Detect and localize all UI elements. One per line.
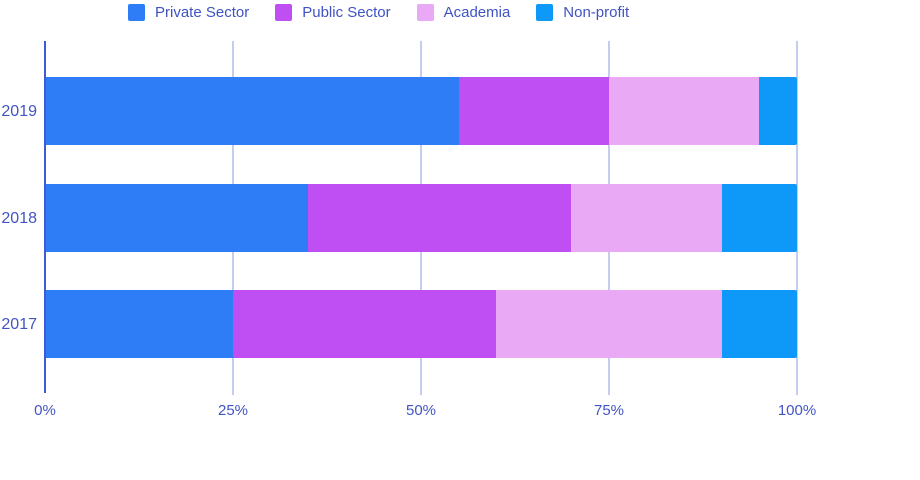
- legend-label: Public Sector: [302, 4, 391, 21]
- bar-segment-non-profit-2018[interactable]: [721, 184, 797, 252]
- legend-label: Academia: [443, 4, 511, 21]
- legend-item-academia: Academia: [416, 4, 511, 21]
- legend-swatch-icon: [275, 4, 293, 21]
- bar-segment-academia-2018[interactable]: [571, 184, 722, 252]
- y-axis-category-label: 2018: [1, 210, 37, 227]
- x-axis-tick-label: 100%: [777, 402, 817, 419]
- x-axis-tick-label: 25%: [217, 402, 249, 419]
- bar-segment-academia-2017[interactable]: [496, 290, 722, 358]
- x-axis-tick-label: 75%: [593, 402, 625, 419]
- chart-legend: Private Sector Public Sector Academia Non-p…: [128, 4, 629, 21]
- x-axis-tick-label: 50%: [405, 402, 437, 419]
- y-axis-category-label: 2017: [1, 316, 37, 333]
- y-axis-category-label: 2019: [1, 103, 37, 120]
- legend-label: Non-profit: [563, 4, 630, 21]
- bar-segment-academia-2019[interactable]: [609, 77, 760, 145]
- legend-swatch-icon: [128, 4, 145, 21]
- bar-segment-private-sector-2017[interactable]: [45, 290, 233, 358]
- bar-segment-non-profit-2019[interactable]: [759, 77, 797, 145]
- x-axis-tick-label: 0%: [34, 402, 56, 419]
- bar-segment-non-profit-2017[interactable]: [721, 290, 797, 358]
- legend-swatch-icon: [416, 4, 434, 21]
- legend-item-non-profit: Non-profit: [536, 4, 629, 21]
- gridline: [796, 41, 798, 395]
- bar-segment-public-sector-2019[interactable]: [458, 77, 609, 145]
- bar-segment-public-sector-2018[interactable]: [308, 184, 572, 252]
- legend-swatch-icon: [536, 4, 554, 21]
- legend-label: Private Sector: [155, 4, 250, 21]
- axis-baseline: [44, 41, 46, 393]
- legend-item-public-sector: Public Sector: [275, 4, 391, 21]
- bar-segment-private-sector-2018[interactable]: [45, 184, 309, 252]
- bar-segment-private-sector-2019[interactable]: [45, 77, 459, 145]
- legend-item-private-sector: Private Sector: [128, 4, 249, 21]
- bar-segment-public-sector-2017[interactable]: [233, 290, 497, 358]
